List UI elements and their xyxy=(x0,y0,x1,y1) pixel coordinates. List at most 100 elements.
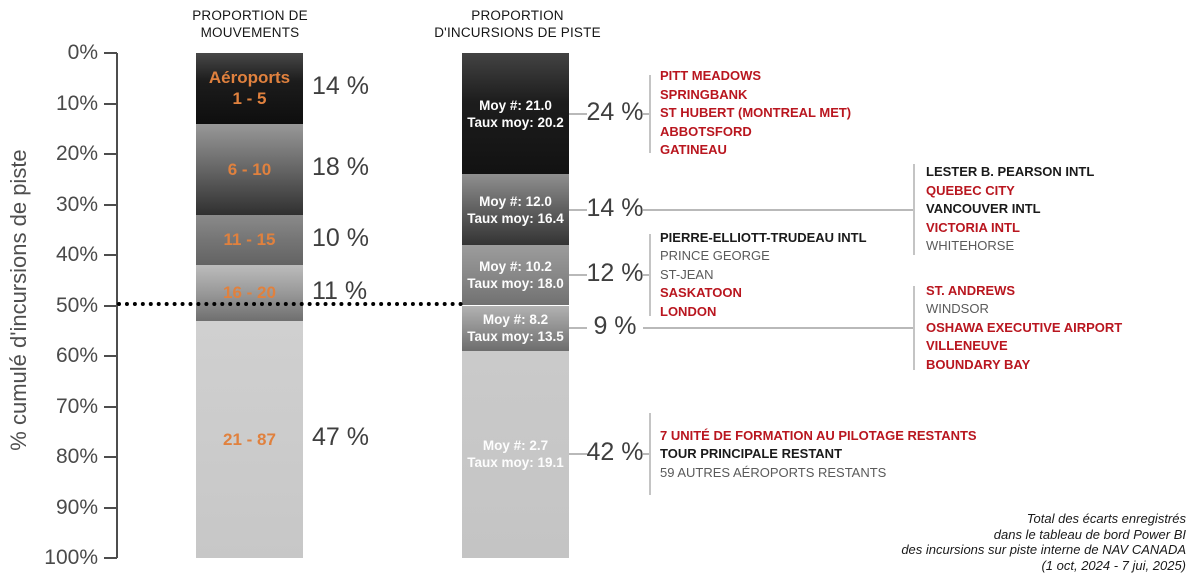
source-footnote: Total des écarts enregistrés dans le tab… xyxy=(901,511,1186,573)
airport-list-item: BOUNDARY BAY xyxy=(926,356,1031,372)
incursions-percent-label: 14 % xyxy=(586,193,644,222)
airport-list-item: LONDON xyxy=(660,303,717,319)
movements-column-header: PROPORTION DE MOUVEMENTS xyxy=(192,8,308,40)
connector-line xyxy=(569,453,587,456)
movements-percent-label: 18 % xyxy=(312,153,369,182)
airport-list-item: TOUR PRINCIPALE RESTANT xyxy=(660,446,843,462)
bar-segment-movements-0: Aéroports 1 - 5 xyxy=(196,53,303,124)
bar-segment-label: Moy #: 8.2 Taux moy: 13.5 xyxy=(467,312,564,345)
y-axis-tick xyxy=(104,52,117,54)
bar-segment-incursions-3: Moy #: 8.2 Taux moy: 13.5 xyxy=(462,305,569,351)
airport-list: PIERRE-ELLIOTT-TRUDEAU INTL PRINCE GEORGE… xyxy=(660,229,867,322)
airport-list: LESTER B. PEARSON INTL QUEBEC CITY VANCOUV… xyxy=(926,163,1094,256)
y-axis-tick xyxy=(104,203,117,206)
bar-segment-label: Moy #: 12.0 Taux moy: 16.4 xyxy=(467,193,564,226)
incursions-percent-label: 9 % xyxy=(593,312,637,341)
airport-list-item: SASKATOON xyxy=(660,285,742,301)
connector-line xyxy=(569,208,587,211)
y-axis-tick-label: 90% xyxy=(55,495,98,519)
y-axis-tick-label: 0% xyxy=(67,41,98,64)
y-axis-tick-label: 20% xyxy=(55,142,98,165)
airport-list: 7 UNITÉ DE FORMATION AU PILOTAGE RESTANT… xyxy=(660,427,977,483)
bracket-line xyxy=(913,164,915,256)
y-axis-tick-label: 30% xyxy=(55,192,98,216)
bar-segment-label: Moy #: 21.0 Taux moy: 20.2 xyxy=(467,97,564,130)
bar-segment-label: 6 - 10 xyxy=(227,159,272,179)
movements-percent-label: 47 % xyxy=(312,423,369,452)
airport-list-item: ABBOTSFORD xyxy=(660,123,752,139)
y-axis-tick-label: 50% xyxy=(55,293,98,317)
bracket-line xyxy=(913,286,915,371)
bar-segment-label: 16 - 20 xyxy=(223,283,276,303)
airport-list-item: 7 UNITÉ DE FORMATION AU PILOTAGE RESTANT… xyxy=(660,427,977,443)
movements-percent-label: 11 % xyxy=(312,276,368,305)
bar-segment-incursions-0: Moy #: 21.0 Taux moy: 20.2 xyxy=(462,53,569,175)
airport-list-item: SPRINGBANK xyxy=(660,86,748,102)
connector-line xyxy=(643,274,651,277)
bar-segment-label: Aéroports 1 - 5 xyxy=(208,68,291,109)
y-axis-tick xyxy=(104,254,117,256)
airport-list-item: VICTORIA INTL xyxy=(926,219,1020,235)
y-axis-tick xyxy=(104,456,117,458)
airport-list-item: GATINEAU xyxy=(660,142,727,158)
bar-segment-incursions-4: Moy #: 2.7 Taux moy: 19.1 xyxy=(462,350,569,558)
airport-list-item: PRINCE GEORGE xyxy=(660,248,770,264)
airport-list-item: ST. ANDREWS xyxy=(926,282,1016,298)
bar-segment-label: Moy #: 10.2 Taux moy: 18.0 xyxy=(467,259,564,292)
connector-line xyxy=(643,112,651,115)
airport-list-item: VILLENEUVE xyxy=(926,338,1008,354)
airport-list-item: LESTER B. PEARSON INTL xyxy=(926,164,1095,180)
airport-list-item: QUEBEC CITY xyxy=(926,182,1015,198)
y-axis-tick-label: 70% xyxy=(55,394,98,418)
bracket-line xyxy=(649,74,651,153)
incursions-percent-label: 12 % xyxy=(586,259,644,288)
airport-list-item: OSHAWA EXECUTIVE AIRPORT xyxy=(926,319,1123,335)
bar-segment-incursions-2: Moy #: 10.2 Taux moy: 18.0 xyxy=(462,244,569,306)
bar-segment-movements-4: 21 - 87 xyxy=(196,320,303,558)
y-axis-tick xyxy=(104,153,117,155)
bar-segment-movements-3: 16 - 20 xyxy=(196,265,303,321)
airport-list: ST. ANDREWS WINDSOR OSHAWA EXECUTIVE AIRPO… xyxy=(926,282,1122,375)
connector-line xyxy=(569,112,587,115)
connector-line xyxy=(569,327,587,330)
y-axis-tick-label: 100% xyxy=(44,546,98,569)
airport-list-item: ST HUBERT (MONTREAL MET) xyxy=(660,105,852,121)
y-axis-tick-label: 10% xyxy=(55,91,98,115)
airport-list-item: 59 AUTRES AÉROPORTS RESTANTS xyxy=(660,464,887,480)
y-axis-tick xyxy=(104,557,117,559)
movements-percent-label: 10 % xyxy=(312,223,369,252)
bar-segment-label: 21 - 87 xyxy=(223,429,276,449)
y-axis-tick xyxy=(104,405,117,408)
fifty-percent-reference-line xyxy=(117,302,463,306)
y-axis-tick-label: 60% xyxy=(55,344,98,367)
connector-line xyxy=(643,453,651,456)
bar-segment-incursions-1: Moy #: 12.0 Taux moy: 16.4 xyxy=(462,174,569,245)
airport-list-item: ST-JEAN xyxy=(660,266,714,282)
y-axis-tick-label: 80% xyxy=(55,445,98,468)
y-axis-tick xyxy=(104,304,117,307)
airport-list-item: VANCOUVER INTL xyxy=(926,201,1041,217)
connector-line xyxy=(569,274,587,277)
y-axis-tick xyxy=(104,355,117,357)
movements-percent-label: 14 % xyxy=(312,72,369,101)
bracket-line xyxy=(649,234,651,317)
airport-list-item: WINDSOR xyxy=(926,301,989,317)
connector-line xyxy=(643,208,915,211)
y-axis-tick xyxy=(104,506,117,509)
incursions-percent-label: 42 % xyxy=(586,438,644,467)
incursions-column-header: PROPORTION D'INCURSIONS DE PISTE xyxy=(434,8,601,40)
bar-segment-movements-1: 6 - 10 xyxy=(196,123,303,215)
y-axis-tick-label: 40% xyxy=(55,243,98,266)
bar-segment-movements-2: 11 - 15 xyxy=(196,214,303,266)
bracket-line xyxy=(649,413,651,496)
bar-segment-label: Moy #: 2.7 Taux moy: 19.1 xyxy=(467,438,564,471)
incursions-percent-label: 24 % xyxy=(586,97,644,126)
y-axis-tick xyxy=(104,102,117,105)
airport-list-item: PITT MEADOWS xyxy=(660,68,762,84)
connector-line xyxy=(643,327,915,330)
airport-list-item: WHITEHORSE xyxy=(926,238,1015,254)
airport-list-item: PIERRE-ELLIOTT-TRUDEAU INTL xyxy=(660,229,867,245)
bar-segment-label: 11 - 15 xyxy=(223,230,276,250)
airport-list: PITT MEADOWS SPRINGBANK ST HUBERT (MONTREA… xyxy=(660,67,851,160)
